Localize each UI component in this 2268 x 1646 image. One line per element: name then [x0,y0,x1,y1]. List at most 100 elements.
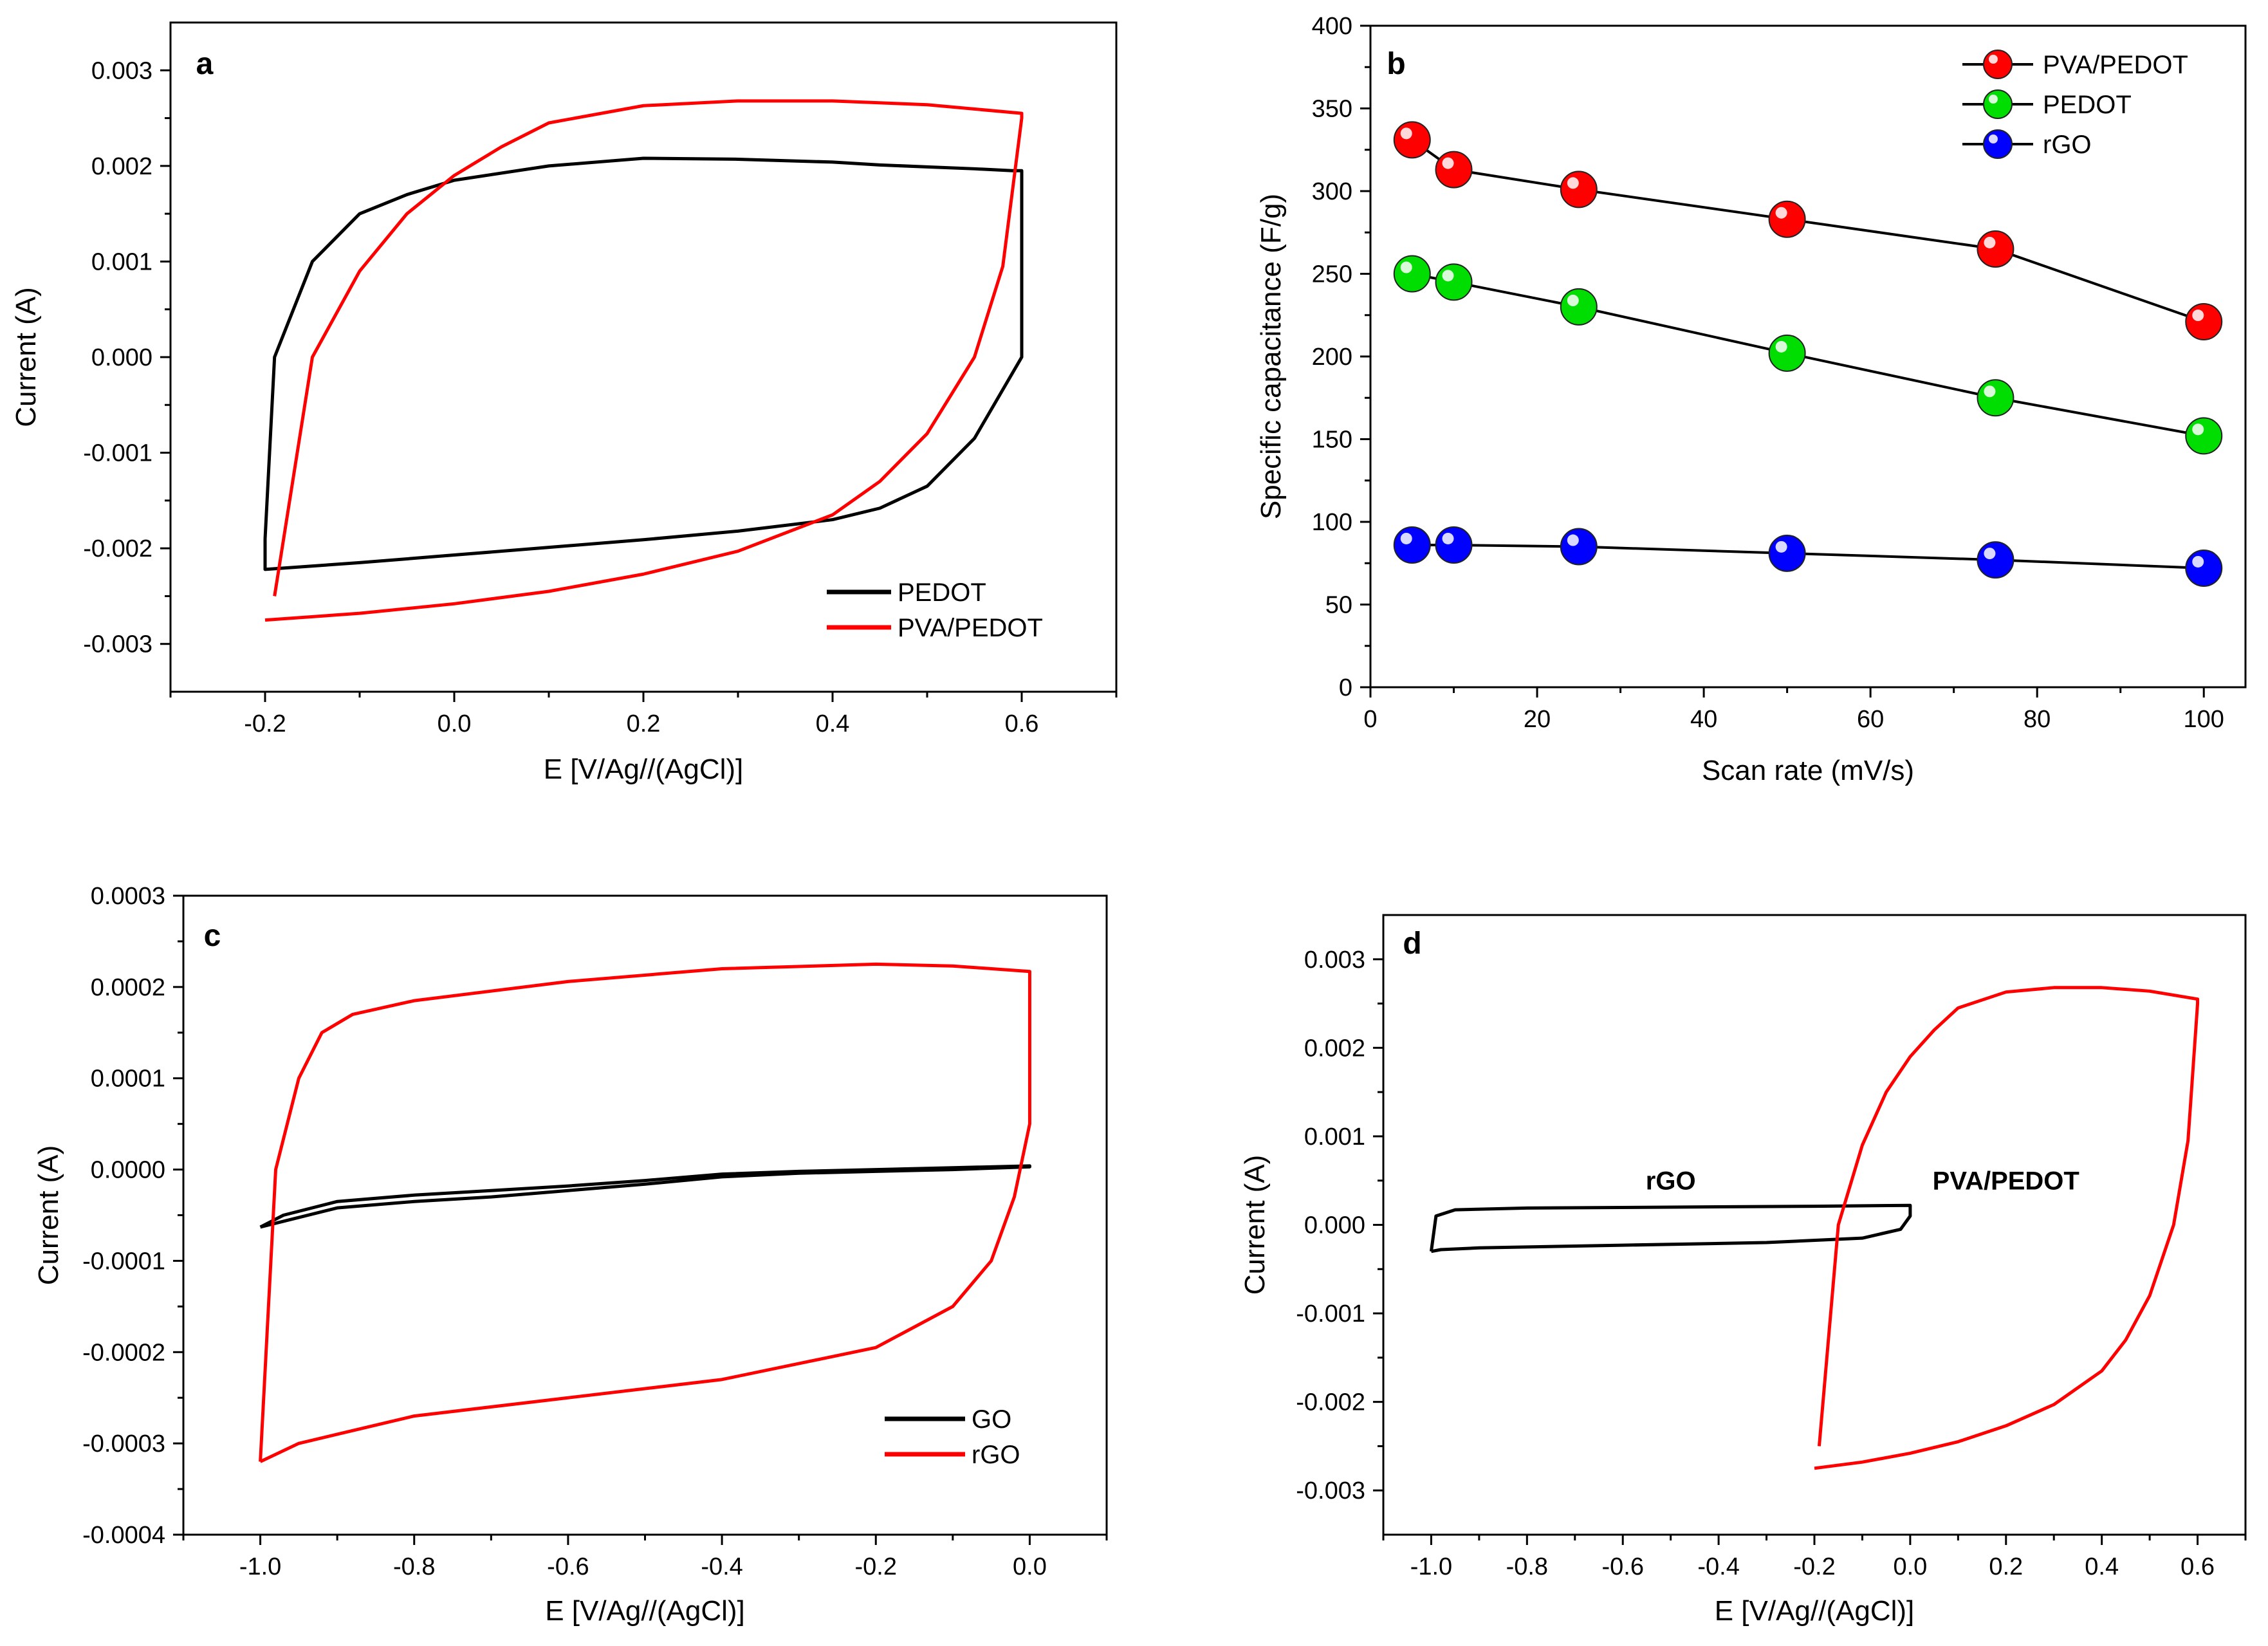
x-axis-label: Scan rate (mV/s) [1702,755,1914,786]
panel-label: a [196,47,214,81]
series-rGO [259,962,1031,1463]
x-tick-label: 0.4 [2085,1553,2119,1580]
data-point-highlight [1567,177,1579,189]
y-tick-label: -0.003 [1296,1477,1365,1504]
x-tick-label: 0.0 [438,710,472,737]
series-PEDOT [263,156,1024,571]
legend-label: PVA/PEDOT [898,614,1043,642]
x-tick-label: 0.2 [627,710,661,737]
data-point-highlight [2192,423,2204,436]
y-tick-label: 50 [1325,592,1352,619]
data-point-highlight [1984,548,1996,560]
y-tick-label: 0.001 [91,248,152,275]
data-point-highlight [1400,532,1412,544]
x-axis-label: E [V/Ag//(AgCl)] [545,1595,745,1627]
panel-label: c [204,919,221,953]
y-tick-label: 0.000 [91,344,152,371]
legend-marker [1983,50,2013,79]
x-tick-label: -0.8 [393,1553,435,1580]
legend-marker [1983,89,2013,119]
legend-label: rGO [2043,131,2092,159]
data-point [1393,526,1431,564]
data-point [1393,121,1431,159]
y-tick-label: 350 [1312,96,1352,123]
series-line-rGO [1412,543,2204,569]
y-axis-label: Specific capacitance (F/g) [1255,194,1287,519]
data-point-highlight [1400,127,1412,140]
data-point-highlight [1984,236,1996,248]
legend-marker-highlight [1989,95,1998,104]
y-tick-label: 0.0002 [91,974,165,1001]
x-tick-label: 0.0 [1893,1553,1927,1580]
y-tick-label: 0.0003 [91,883,165,910]
x-tick-label: -1.0 [239,1553,281,1580]
x-tick-label: -0.2 [1793,1553,1835,1580]
x-tick-label: -1.0 [1410,1553,1452,1580]
x-tick-label: -0.4 [1697,1553,1739,1580]
plot-frame [1382,914,2247,1536]
data-point-highlight [1442,270,1454,282]
data-point [1768,534,1806,572]
y-tick-label: -0.003 [83,631,152,658]
data-point [2185,417,2223,455]
x-axis-label: E [V/Ag//(AgCl)] [544,754,744,785]
y-tick-label: 400 [1312,13,1352,40]
y-tick-label: -0.001 [83,440,152,467]
x-tick-label: -0.8 [1506,1553,1548,1580]
data-point [1435,151,1473,189]
y-tick-label: 300 [1312,178,1352,205]
series-GO [259,1164,1031,1229]
data-point [1977,379,2014,417]
y-tick-label: -0.0004 [82,1522,165,1549]
x-tick-label: 20 [1524,706,1551,733]
y-tick-label: 0.000 [1304,1212,1365,1239]
data-point [2185,549,2223,587]
data-point [1560,528,1598,566]
legend-label: PVA/PEDOT [2043,51,2188,79]
y-tick-label: 0.001 [1304,1124,1365,1151]
x-tick-label: 0.6 [2180,1553,2215,1580]
legend-label: PEDOT [898,578,986,607]
data-point [1393,255,1431,293]
y-tick-label: 250 [1312,261,1352,288]
y-tick-label: 0.003 [91,57,152,84]
y-tick-label: -0.0002 [82,1339,165,1366]
series-line-PEDOT [1412,272,2204,438]
y-tick-label: 0.0000 [91,1157,165,1184]
annotation-label: PVA/PEDOT [1933,1167,2079,1196]
legend-marker-highlight [1989,55,1998,64]
y-tick-label: 150 [1312,427,1352,454]
series-PVA/PEDOT [1814,986,2200,1470]
x-tick-label: -0.2 [855,1553,897,1580]
x-tick-label: 0.2 [1989,1553,2023,1580]
data-point [1977,541,2014,579]
y-tick-label: 0 [1339,674,1352,701]
y-tick-label: 0.0001 [91,1066,165,1093]
y-tick-label: 0.002 [91,153,152,180]
data-point [1435,263,1473,301]
data-point-highlight [1567,294,1579,306]
x-tick-label: -0.6 [1601,1553,1643,1580]
x-tick-label: -0.4 [701,1553,742,1580]
data-point-highlight [1442,157,1454,169]
x-axis-label: E [V/Ag//(AgCl)] [1715,1595,1915,1627]
x-tick-label: 80 [2024,706,2051,733]
y-tick-label: 200 [1312,344,1352,371]
data-point-highlight [1984,385,1996,398]
legend-label: rGO [972,1441,1020,1469]
panel-label: b [1387,47,1405,81]
x-tick-label: 0.0 [1013,1553,1047,1580]
series-rGO [1429,1203,1912,1253]
data-point-highlight [1775,207,1787,219]
y-axis-label: Current (A) [10,287,42,427]
data-point-highlight [1775,541,1787,553]
data-point [1560,288,1598,326]
y-tick-label: -0.0001 [82,1248,165,1275]
data-point [1560,171,1598,208]
x-tick-label: 40 [1690,706,1717,733]
legend-label: PEDOT [2043,91,2132,119]
legend-marker-highlight [1989,134,1998,143]
legend-label: GO [972,1405,1011,1434]
x-tick-label: 0.4 [816,710,850,737]
